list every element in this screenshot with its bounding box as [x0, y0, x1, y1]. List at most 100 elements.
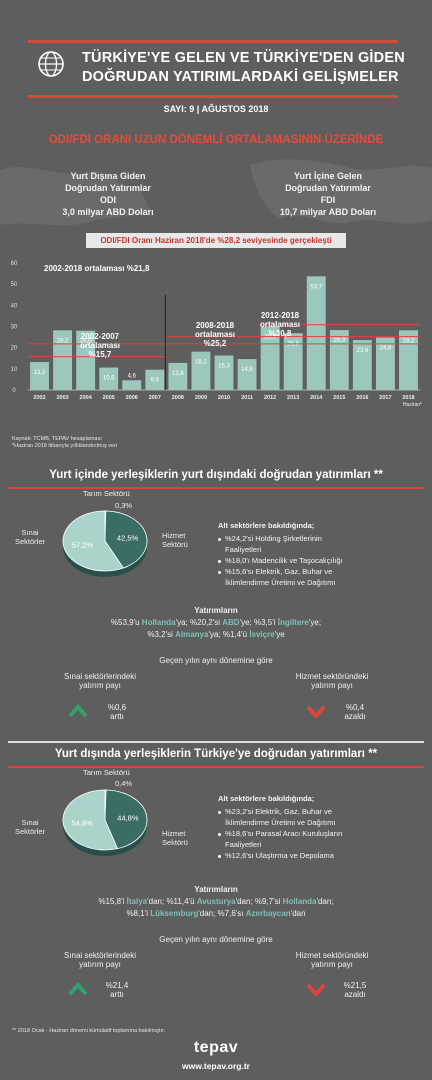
x-tick-label: 2004: [80, 395, 93, 401]
footer-url[interactable]: www.tepav.org.tr: [181, 1061, 250, 1071]
bar-2011: [237, 359, 257, 390]
bar-2012: [260, 326, 280, 390]
chart-note: *Haziran 2018 itibarıyla yıllıklandırılm…: [12, 443, 118, 449]
pie-slice-2: [62, 510, 124, 572]
outward-bullets: %24,2'si Holding Şirketlerinin Faaliyetl…: [218, 533, 343, 588]
outward-right-label: Hizmet sektöründeki yatırım payı: [295, 672, 369, 690]
x-tick-label: 2005: [103, 395, 115, 401]
x-tick-label: 2007: [149, 395, 161, 401]
inward-inv-line1: %15,8'i İtalya'dan; %11,4'ü Avusturya'da…: [98, 897, 334, 906]
y-tick-label: 10: [11, 367, 18, 373]
inward-subtitle: Alt sektörlere bakıldığında;: [218, 794, 315, 803]
inward-bullet-2: %18,6'sı Parasal Aracı Kuruluşların: [225, 829, 343, 838]
pie-value-label: 57,2%: [72, 541, 94, 550]
data-label: 18,1: [195, 360, 207, 366]
data-label: 9,6: [151, 378, 160, 384]
inward-inv-line2: %8,1'i Lüksemburg'dan; %7,6'sı Azerbayca…: [126, 909, 306, 918]
inward-right-value: %21,5 azaldı: [343, 981, 367, 999]
bar-2004: [76, 330, 96, 390]
inward-title: Yurt dışında yerleşiklerin Türkiye'ye do…: [54, 748, 378, 760]
outward-right-value: %0,4 azaldı: [344, 703, 366, 721]
ratio-banner: ODI/FDI Oranı Haziran 2018'de %28,2 sevi…: [86, 233, 346, 248]
outward-title: Yurt içinde yerleşiklerin yurt dışındaki…: [49, 469, 383, 481]
pie-value-label: 54,8%: [72, 818, 94, 827]
up-arrow-icon: [68, 704, 88, 718]
x-tick-label: 2009: [195, 395, 207, 401]
outward-bullet-1: %24,2'si Holding Şirketlerinin: [225, 534, 322, 543]
x-tick-label: 2016: [356, 395, 368, 401]
page-title-line1: TÜRKİYE'YE GELEN VE TÜRKİYE'DEN GİDEN: [82, 50, 405, 66]
avg-label-2: 2008-2018: [196, 321, 235, 330]
outward-inv-line1: %53,9'u Hollanda'ya; %20,2'si ABD'ye; %3…: [110, 618, 322, 627]
x-tick-label: 2008: [172, 395, 184, 401]
inward-inv-title: Yatırımların: [194, 885, 238, 894]
inward-right-label: Hizmet sektöründeki yatırım payı: [295, 951, 369, 969]
pie2-service-label: Hizmet Sektörü: [162, 829, 188, 847]
inward-bullets: %23,2'si Elektrik, Gaz, Buhar ve İklimle…: [218, 806, 342, 861]
x-tick-label: 2014: [310, 395, 323, 401]
avg-label-1: 2002-2007: [81, 332, 120, 341]
inward-left-label: Sınai sektörlerindeki yatırım payı: [63, 951, 137, 969]
bar-2018: [399, 330, 418, 390]
pie2-agri-label: Tarım Sektörü: [83, 768, 130, 777]
x-tick-label: 2006: [126, 395, 138, 401]
outward-inv-line2: %3,2'si Almanya'ya; %1,4'ü İsviçre'ye: [147, 630, 285, 639]
bar-2015: [329, 330, 349, 390]
data-label: 10,6: [103, 376, 115, 382]
fdi-line2: Doğrudan Yatırımlar: [285, 183, 371, 193]
y-tick-label: 60: [11, 261, 18, 267]
avg-label-3-b: ortalaması: [260, 320, 300, 329]
down-arrow-icon: [306, 983, 326, 996]
outward-divider: [8, 487, 424, 489]
x-tick-note: Haziran*: [403, 402, 422, 408]
chart-source: Kaynak: TCMB, TEPAV hesaplaması: [12, 436, 102, 442]
avg-label-2-b: ortalaması: [195, 330, 235, 339]
inward-bullet-1b: İklimlendirme Üretimi ve Dağıtımı: [225, 818, 336, 827]
fdi-stat: Yurt İçine Gelen Doğrudan Yatırımlar FDI…: [268, 170, 388, 218]
data-label: 28,2: [403, 338, 415, 344]
inward-divider: [8, 766, 424, 768]
avg-label-3: 2012-2018: [261, 311, 300, 320]
y-tick-label: 20: [11, 346, 18, 352]
outward-sector-pie: 42,5% 57,2%: [62, 510, 148, 577]
outward-subtitle: Alt sektörlere bakıldığında;: [218, 521, 315, 530]
bar-2017: [375, 337, 395, 390]
globe-icon: [38, 51, 64, 77]
outward-left-label: Sınai sektörlerindeki yatırım payı: [63, 672, 137, 690]
title-frame: [28, 40, 398, 98]
bar-2003: [53, 330, 73, 390]
bar-2013: [283, 333, 303, 390]
pie-slice-2: [62, 789, 119, 851]
outward-bullet-3b: İklimlendirme Üretimi ve Dağıtımı: [225, 578, 336, 587]
pie1-agri-value: 0,3%: [115, 501, 133, 510]
bar-2006: [122, 380, 142, 390]
pie1-industry-label: Sınai Sektörler: [14, 528, 45, 546]
inward-divider-top: [8, 741, 424, 743]
pie-value-label: 42,5%: [117, 533, 139, 542]
x-tick-label: 2017: [379, 395, 391, 401]
x-tick-label: 2015: [333, 395, 345, 401]
data-label: 24,8: [380, 346, 392, 352]
odi-fdi-bar-chart: 0 10 20 30 40 50 60 13,2 2002 28,2 2003 28,0 2004 10,…: [11, 261, 422, 408]
bar-2014: [306, 276, 326, 390]
outward-inv-title: Yatırımların: [194, 606, 238, 615]
inward-compare: Geçen yılın aynı dönemine göre: [159, 935, 273, 944]
outward-left-value: %0,6 arttı: [107, 703, 127, 721]
x-tick-label: 2013: [287, 395, 299, 401]
inward-sector-pie: 44,8% 54,8%: [62, 789, 148, 856]
outward-bullet-3: %15,6'sı Elektrik, Gaz, Buhar ve: [225, 567, 333, 576]
x-tick-label: 2010: [218, 395, 230, 401]
footnote: ** 2018 Ocak - Haziran dönemi kümülatif …: [12, 1028, 166, 1034]
data-label: 53,7: [310, 284, 322, 290]
inward-bullet-3: %12,6'sı Ulaştırma ve Depolama: [225, 851, 334, 860]
pie1-agri-label: Tarım Sektörü: [83, 489, 130, 498]
data-label: 16,3: [218, 363, 230, 369]
bar-2010: [214, 355, 234, 390]
pie1-service-label: Hizmet Sektörü: [162, 531, 188, 549]
odi-line1: Yurt Dışına Giden: [70, 171, 146, 181]
data-label: 28,2: [57, 338, 69, 344]
page-title-line2: DOĞRUDAN YATIRIMLARDAKİ GELİŞMELER: [82, 69, 399, 85]
y-tick-label: 0: [12, 388, 16, 394]
inward-left-value: %21,4 arttı: [105, 981, 129, 999]
odi-stat: Yurt Dışına Giden Doğrudan Yatırımlar OD…: [48, 170, 168, 218]
